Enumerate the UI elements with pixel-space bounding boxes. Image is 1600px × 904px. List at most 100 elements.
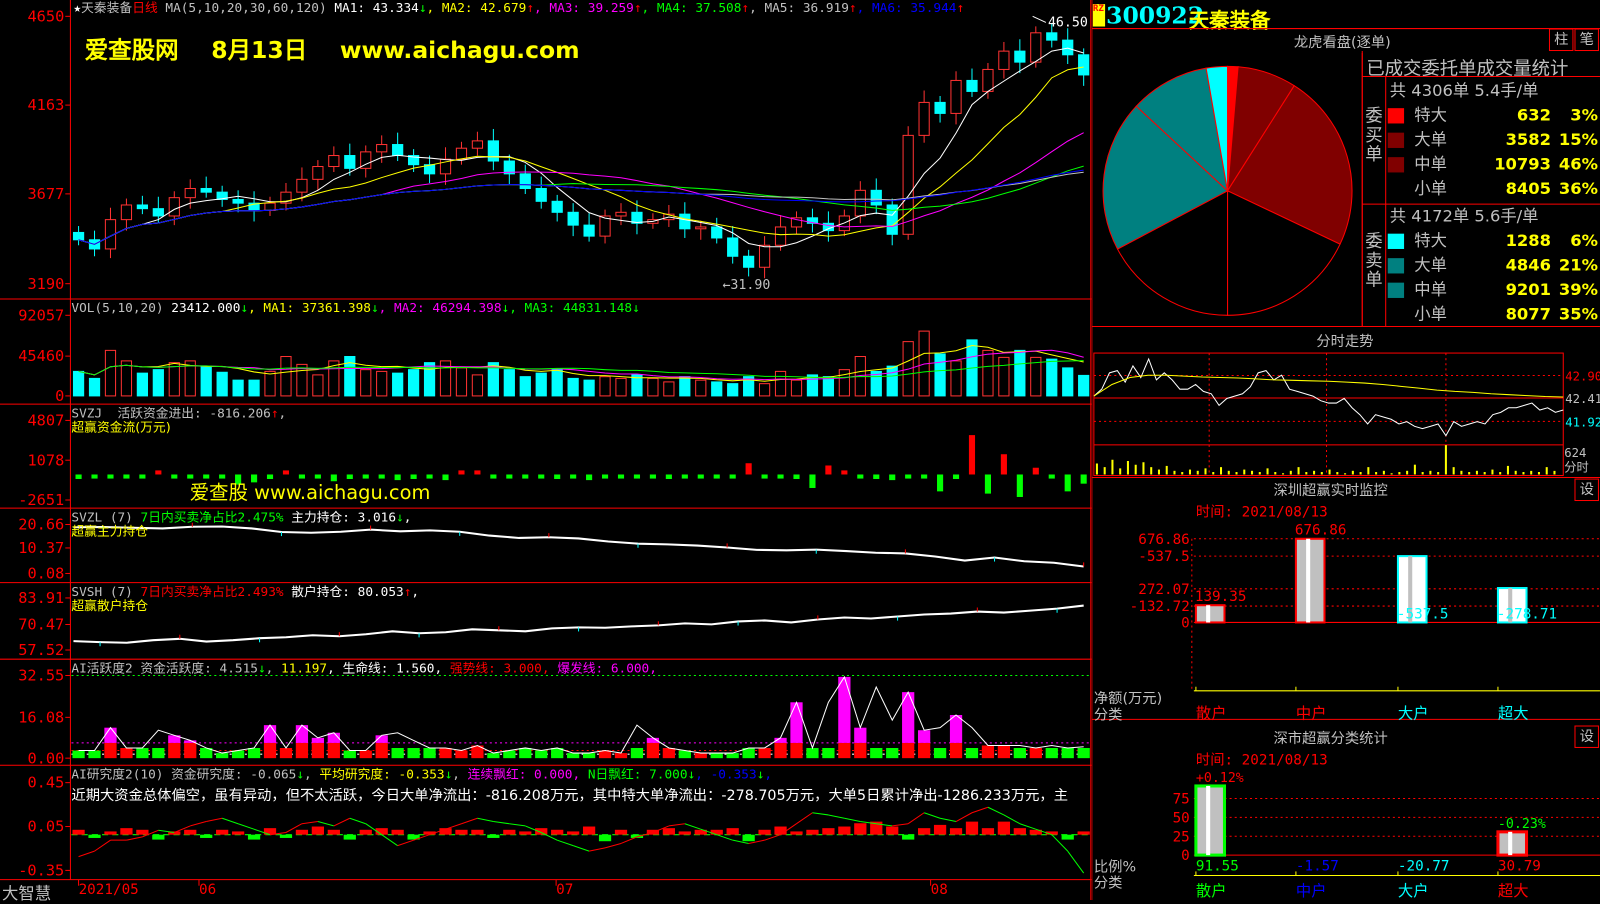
fund-flow-bar xyxy=(649,474,656,479)
y-tick-label: 50 xyxy=(1173,810,1190,826)
activity-bar xyxy=(184,742,197,759)
research-line-segment xyxy=(764,834,781,841)
order-volume: 4846 xyxy=(1505,255,1552,275)
svsh-legend: SVSH (7) 7日内买卖净占比2.493% 散户持仓: 80.053↑, xyxy=(71,583,420,599)
fund-flow-bar xyxy=(952,474,960,479)
candle xyxy=(727,237,739,257)
activity-bar xyxy=(598,750,612,759)
candle xyxy=(296,178,308,193)
activity-bar xyxy=(710,753,723,759)
volume-bar xyxy=(328,360,340,397)
fund-flow-bar xyxy=(937,474,944,492)
legend-segment: , MA2: 46294.398 xyxy=(378,299,502,316)
tick-view-button[interactable]: 笔 xyxy=(1574,28,1599,52)
fund-flow-bar xyxy=(474,470,481,475)
legend-segment: ↓ xyxy=(632,299,640,316)
volume-bar xyxy=(312,374,324,397)
fund-flow-bar xyxy=(362,474,369,479)
order-volume: 3582 xyxy=(1505,129,1552,149)
ratio-value-label: -1.57 xyxy=(1296,858,1339,874)
high-arrow xyxy=(1032,15,1047,23)
y-tick-label: 0 xyxy=(1181,616,1190,632)
activity-bar xyxy=(136,748,149,759)
candle xyxy=(471,140,484,149)
candle xyxy=(806,217,819,224)
bar-view-button[interactable]: 柱 xyxy=(1548,28,1574,52)
fund-flow-bar xyxy=(235,474,242,485)
activity-bar xyxy=(88,750,101,759)
kline-chart-area[interactable]: 4650 4163 3677 3190 92057 45460 0 4807 1078 -2651… xyxy=(0,0,1092,900)
legend-segment: 7日内买卖净占比2.475% xyxy=(140,509,284,525)
candle xyxy=(344,155,356,169)
candle xyxy=(1078,54,1090,76)
fund-flow-bar xyxy=(681,474,688,479)
ma-line xyxy=(78,47,1084,248)
volume-bar xyxy=(758,383,771,397)
order-size: 大单 xyxy=(1414,129,1447,149)
activity-bar xyxy=(997,745,1011,759)
fund-flow-bar xyxy=(793,474,800,479)
legend-segment: , xyxy=(411,583,420,599)
sz-class-ylabel: 比例% xyxy=(1093,859,1137,876)
legend-segment: 日线 xyxy=(132,0,158,16)
research-line-segment xyxy=(987,806,1005,816)
candle xyxy=(886,204,898,235)
fund-flow-bar xyxy=(570,474,577,479)
svsh-subtitle: 超赢散户持仓 xyxy=(71,597,148,614)
legend-segment: , xyxy=(304,766,320,782)
candle xyxy=(407,155,420,166)
legend-segment: , MA5: 36.919 xyxy=(749,0,849,16)
research-line-segment xyxy=(780,823,797,836)
bar-highlight xyxy=(1206,785,1211,856)
intraday-price-label: 41.92 xyxy=(1565,416,1600,430)
volume-bar xyxy=(1078,374,1090,397)
category-label: 中户 xyxy=(1296,882,1327,900)
research-bar xyxy=(168,831,181,835)
candle xyxy=(551,200,563,213)
legend-segment: SVZL (7) xyxy=(71,509,141,525)
volume-bar xyxy=(663,381,675,397)
sz-class-xlabel: 分类 xyxy=(1093,875,1123,892)
research-line-segment xyxy=(317,821,334,827)
legend-segment: ↓ xyxy=(257,660,266,676)
candle xyxy=(312,166,324,180)
activity-bar xyxy=(1077,748,1090,759)
candle xyxy=(966,79,978,92)
fund-flow-bar xyxy=(75,474,82,479)
y-tick-label: 20.66 xyxy=(18,516,64,534)
sz-monitor-settings-button[interactable]: 设 xyxy=(1574,478,1599,502)
fund-flow-bar xyxy=(601,474,609,479)
volume-bar xyxy=(344,355,356,397)
order-volume: 10793 xyxy=(1494,154,1552,174)
color-swatch xyxy=(1387,282,1405,298)
date-label: 08 xyxy=(930,881,948,898)
research-line-segment xyxy=(285,823,303,833)
research-bar xyxy=(790,831,803,835)
activity-bar xyxy=(359,750,372,759)
sz-class-settings-button[interactable]: 设 xyxy=(1574,725,1599,748)
activity-bar-high xyxy=(168,735,181,743)
activity-bar xyxy=(1013,748,1026,759)
activity-bar xyxy=(567,753,580,759)
legend-segment: ↓ xyxy=(370,299,379,316)
volume-bar xyxy=(376,370,388,397)
fund-flow-bar xyxy=(729,474,736,479)
research-bar xyxy=(710,829,723,835)
research-bar xyxy=(758,829,771,835)
research-bar xyxy=(279,834,293,838)
fund-flow-bar xyxy=(1000,454,1007,475)
fund-flow-bar xyxy=(745,463,752,475)
volume-bar xyxy=(774,370,787,397)
fund-flow-bar xyxy=(251,474,258,483)
fund-flow-bar xyxy=(378,474,385,479)
research-bar xyxy=(359,829,372,835)
legend-segment: , MA4: 37.508 xyxy=(641,0,742,16)
activity-bar xyxy=(854,742,867,759)
candle xyxy=(535,187,547,202)
volume-bar xyxy=(455,367,468,397)
research-line-segment xyxy=(429,828,446,836)
candle xyxy=(455,147,468,160)
research-bar xyxy=(72,829,85,835)
order-percent: 35% xyxy=(1558,304,1598,324)
candle xyxy=(200,187,212,193)
